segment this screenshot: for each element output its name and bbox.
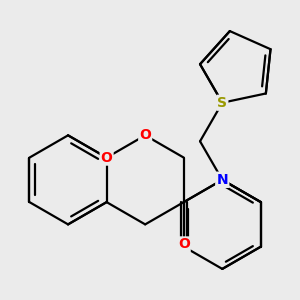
Text: N: N [217,173,228,187]
Text: O: O [101,151,112,165]
Text: N: N [217,173,228,187]
Text: O: O [139,128,151,142]
Text: O: O [178,237,190,251]
Text: S: S [217,96,227,110]
